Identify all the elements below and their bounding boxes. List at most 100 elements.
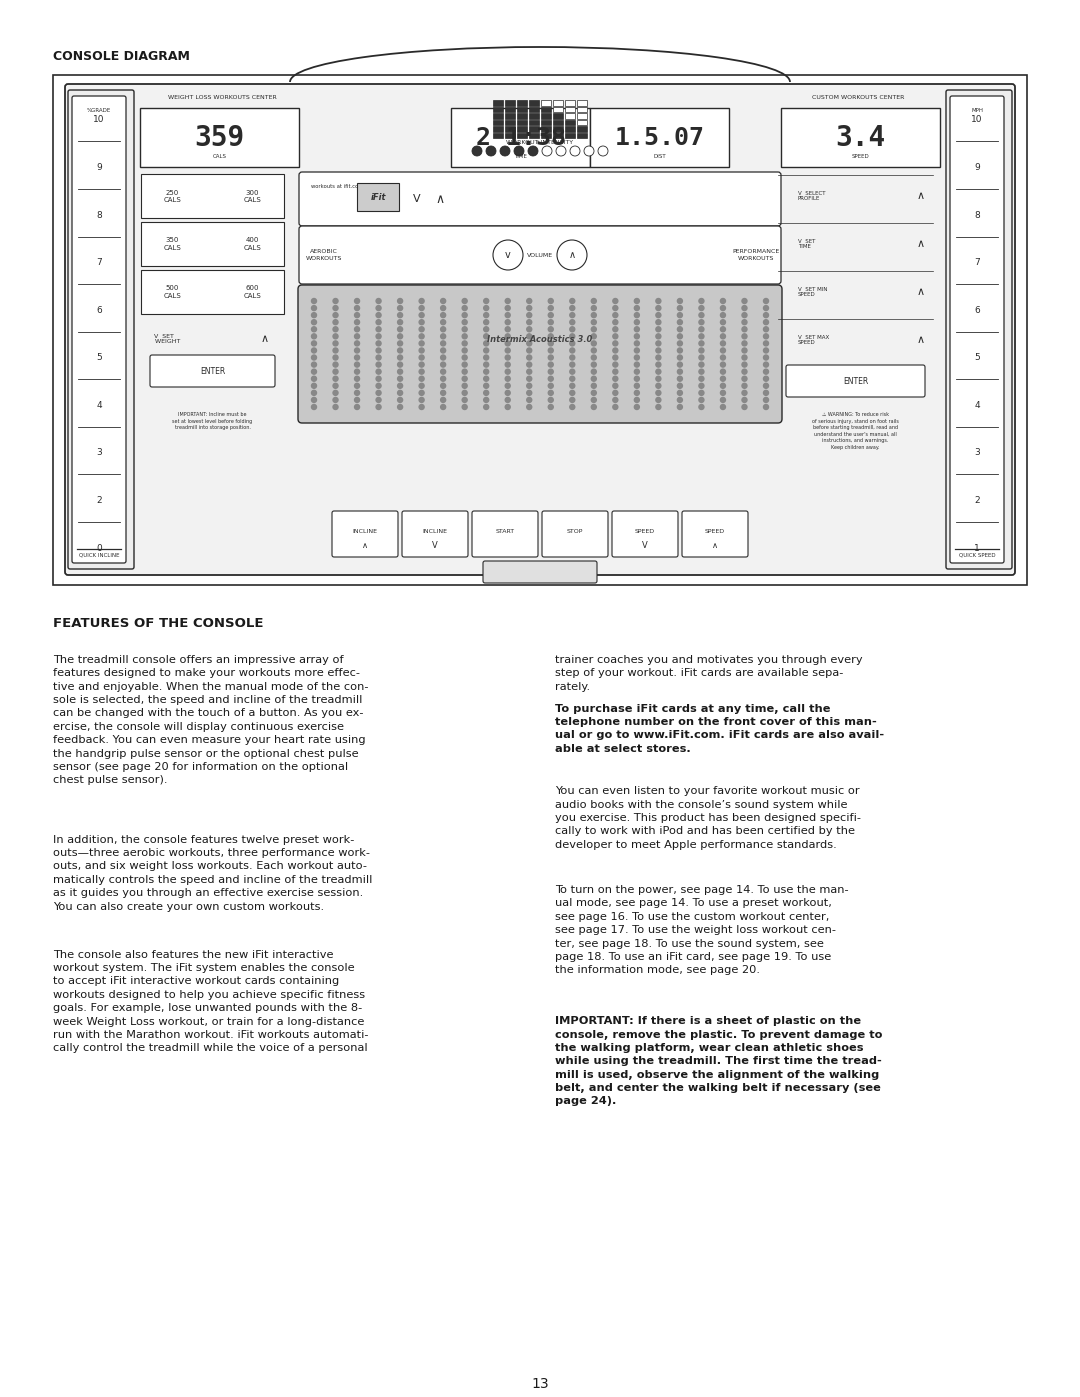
- Bar: [565, 106, 575, 112]
- Bar: [577, 106, 588, 112]
- Text: 1: 1: [974, 543, 980, 552]
- Circle shape: [699, 313, 704, 317]
- Circle shape: [333, 341, 338, 346]
- Circle shape: [505, 334, 510, 339]
- Circle shape: [570, 147, 580, 156]
- Bar: [492, 133, 503, 138]
- Circle shape: [527, 390, 531, 395]
- Circle shape: [376, 390, 381, 395]
- Circle shape: [484, 306, 488, 310]
- Text: 8: 8: [974, 211, 980, 219]
- Circle shape: [354, 405, 360, 409]
- Text: The treadmill console offers an impressive array of
features designed to make yo: The treadmill console offers an impressi…: [53, 655, 368, 785]
- Circle shape: [656, 299, 661, 303]
- Circle shape: [634, 376, 639, 381]
- Circle shape: [484, 405, 488, 409]
- Circle shape: [527, 327, 531, 331]
- Circle shape: [634, 299, 639, 303]
- Circle shape: [527, 334, 531, 339]
- Circle shape: [634, 334, 639, 339]
- Bar: [553, 126, 563, 131]
- Circle shape: [549, 397, 553, 402]
- Circle shape: [462, 306, 468, 310]
- Circle shape: [592, 341, 596, 346]
- Circle shape: [592, 397, 596, 402]
- Bar: [492, 120, 503, 124]
- Circle shape: [592, 383, 596, 388]
- Circle shape: [311, 405, 316, 409]
- Text: v: v: [505, 250, 511, 260]
- Circle shape: [505, 341, 510, 346]
- Circle shape: [677, 327, 683, 331]
- Text: To turn on the power, see page 14. To use the man-
ual mode, see page 14. To use: To turn on the power, see page 14. To us…: [555, 886, 849, 975]
- Circle shape: [592, 306, 596, 310]
- Text: In addition, the console features twelve preset work-
outs—three aerobic workout: In addition, the console features twelve…: [53, 835, 373, 911]
- Bar: [565, 120, 575, 124]
- Bar: [577, 120, 588, 124]
- FancyBboxPatch shape: [299, 172, 781, 226]
- Circle shape: [333, 383, 338, 388]
- Text: ∧: ∧: [917, 335, 926, 345]
- Circle shape: [527, 306, 531, 310]
- Circle shape: [484, 397, 488, 402]
- Text: WEIGHT LOSS WORKOUTS CENTER: WEIGHT LOSS WORKOUTS CENTER: [167, 95, 276, 99]
- Bar: [529, 133, 539, 138]
- Circle shape: [634, 390, 639, 395]
- Circle shape: [527, 320, 531, 324]
- Circle shape: [570, 306, 575, 310]
- Bar: [357, 183, 399, 211]
- Circle shape: [634, 383, 639, 388]
- Circle shape: [419, 362, 424, 367]
- FancyBboxPatch shape: [946, 89, 1012, 569]
- Circle shape: [354, 397, 360, 402]
- Circle shape: [699, 299, 704, 303]
- Circle shape: [311, 362, 316, 367]
- Circle shape: [699, 369, 704, 374]
- Text: ∧: ∧: [917, 286, 926, 298]
- Circle shape: [484, 362, 488, 367]
- Circle shape: [699, 327, 704, 331]
- FancyBboxPatch shape: [332, 511, 399, 557]
- FancyBboxPatch shape: [781, 108, 940, 168]
- Circle shape: [376, 405, 381, 409]
- Circle shape: [311, 390, 316, 395]
- Circle shape: [311, 327, 316, 331]
- Circle shape: [612, 362, 618, 367]
- Circle shape: [527, 376, 531, 381]
- FancyBboxPatch shape: [298, 285, 782, 423]
- Circle shape: [742, 369, 747, 374]
- Circle shape: [742, 334, 747, 339]
- Circle shape: [462, 362, 468, 367]
- Circle shape: [720, 355, 726, 360]
- Circle shape: [354, 334, 360, 339]
- Circle shape: [397, 405, 403, 409]
- Circle shape: [634, 397, 639, 402]
- Bar: [517, 120, 527, 124]
- Text: 359: 359: [194, 123, 245, 151]
- Circle shape: [376, 320, 381, 324]
- Circle shape: [742, 397, 747, 402]
- Circle shape: [397, 376, 403, 381]
- Circle shape: [397, 355, 403, 360]
- Text: ∧: ∧: [362, 541, 368, 550]
- Circle shape: [592, 334, 596, 339]
- Bar: [53, 75, 1027, 585]
- Text: 5: 5: [96, 353, 102, 362]
- Text: ∧: ∧: [435, 193, 445, 205]
- Circle shape: [484, 369, 488, 374]
- Circle shape: [505, 327, 510, 331]
- Circle shape: [462, 383, 468, 388]
- Circle shape: [764, 313, 769, 317]
- Circle shape: [441, 306, 446, 310]
- Bar: [565, 101, 575, 106]
- Circle shape: [549, 369, 553, 374]
- Text: PERFORMANCE
WORKOUTS: PERFORMANCE WORKOUTS: [732, 250, 780, 261]
- Circle shape: [486, 147, 496, 156]
- Circle shape: [699, 383, 704, 388]
- Circle shape: [699, 334, 704, 339]
- Circle shape: [592, 313, 596, 317]
- Text: ENTER: ENTER: [842, 377, 868, 386]
- Circle shape: [441, 376, 446, 381]
- Circle shape: [612, 383, 618, 388]
- Circle shape: [677, 376, 683, 381]
